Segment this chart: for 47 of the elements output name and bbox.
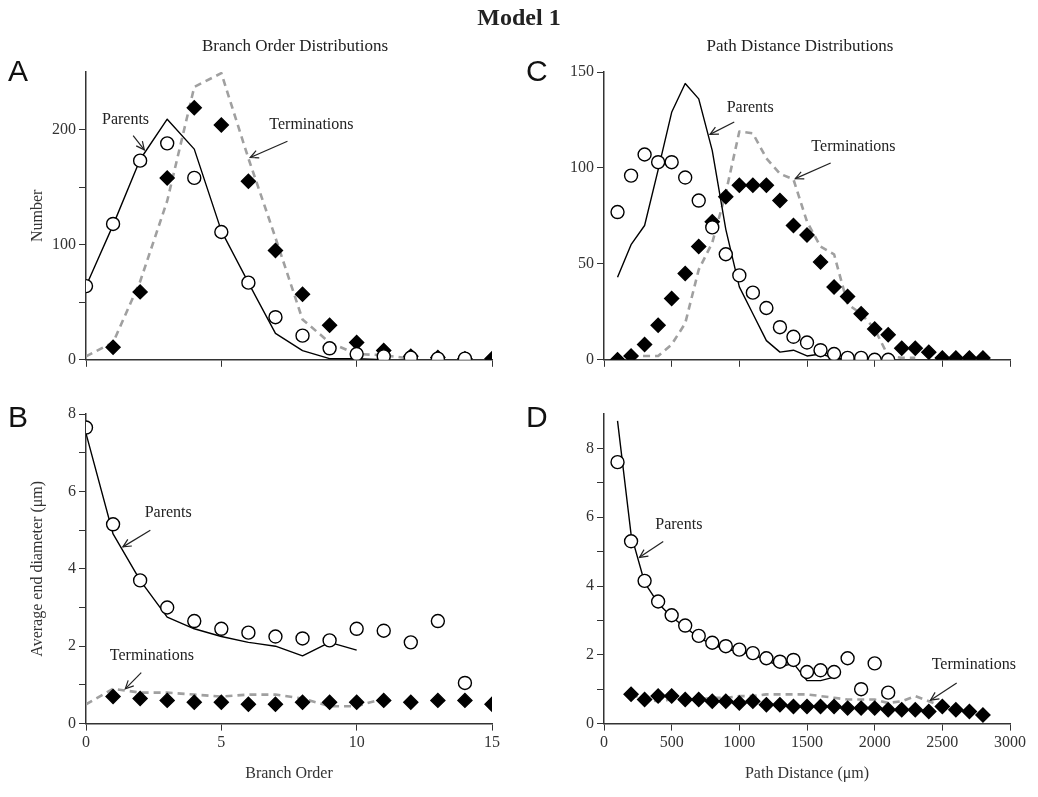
text: A bbox=[8, 54, 29, 88]
x-tick-label: 1500 bbox=[791, 733, 823, 751]
y-tick-label: 6 bbox=[68, 481, 76, 499]
y-tick-label: 4 bbox=[586, 576, 594, 594]
annotation: Terminations bbox=[931, 655, 1016, 673]
y-tick-label: 8 bbox=[586, 438, 594, 456]
y-tick-label: 4 bbox=[68, 559, 76, 576]
x-tick-label: 0 bbox=[82, 733, 90, 751]
annotation: Terminations bbox=[811, 136, 896, 154]
y-tick-label: 200 bbox=[52, 119, 76, 137]
y-tick-label: 0 bbox=[68, 713, 76, 731]
y-tick-label: 2 bbox=[68, 636, 76, 654]
y-tick-label: 0 bbox=[586, 350, 594, 367]
y-axis-title: Number bbox=[27, 189, 45, 243]
y-tick-label: 0 bbox=[68, 350, 76, 367]
y-tick-label: 2 bbox=[586, 645, 594, 662]
y-tick-label: 100 bbox=[570, 158, 594, 176]
chart-title: Model 1 bbox=[476, 4, 562, 31]
x-tick-label: 2500 bbox=[926, 733, 959, 751]
x-tick-label: 2000 bbox=[858, 733, 891, 751]
annotation: Parents bbox=[726, 97, 774, 115]
chart-subtitle: Path Distance Distributions bbox=[705, 36, 895, 56]
y-axis-title: Average end diameter (μm) bbox=[27, 480, 46, 657]
text: B bbox=[8, 400, 29, 434]
y-tick-label: 0 bbox=[586, 713, 594, 731]
annotation: Parents bbox=[101, 109, 150, 127]
x-tick-label: 10 bbox=[348, 733, 365, 751]
x-tick-label: 5 bbox=[217, 733, 226, 751]
x-tick-label: 0 bbox=[600, 733, 608, 751]
y-tick-label: 8 bbox=[68, 404, 76, 422]
y-tick-label: 50 bbox=[578, 254, 594, 272]
y-tick-label: 6 bbox=[586, 507, 594, 525]
x-axis-title: Branch Order bbox=[245, 763, 334, 781]
annotation: Parents bbox=[144, 503, 192, 521]
x-tick-label: 1000 bbox=[723, 733, 756, 751]
annotation: Terminations bbox=[109, 645, 194, 663]
x-tick-label: 500 bbox=[659, 733, 684, 751]
x-tick-label: 15 bbox=[484, 733, 500, 751]
annotation: Terminations bbox=[269, 114, 354, 132]
chart-subtitle: Branch Order Distributions bbox=[201, 36, 389, 56]
x-tick-label: 3000 bbox=[994, 733, 1026, 751]
annotation: Parents bbox=[655, 514, 703, 532]
text: D bbox=[526, 400, 548, 434]
text: C bbox=[526, 54, 548, 88]
y-tick-label: 100 bbox=[52, 234, 76, 252]
y-tick-label: 150 bbox=[570, 62, 594, 80]
x-axis-title: Path Distance (μm) bbox=[744, 763, 870, 782]
